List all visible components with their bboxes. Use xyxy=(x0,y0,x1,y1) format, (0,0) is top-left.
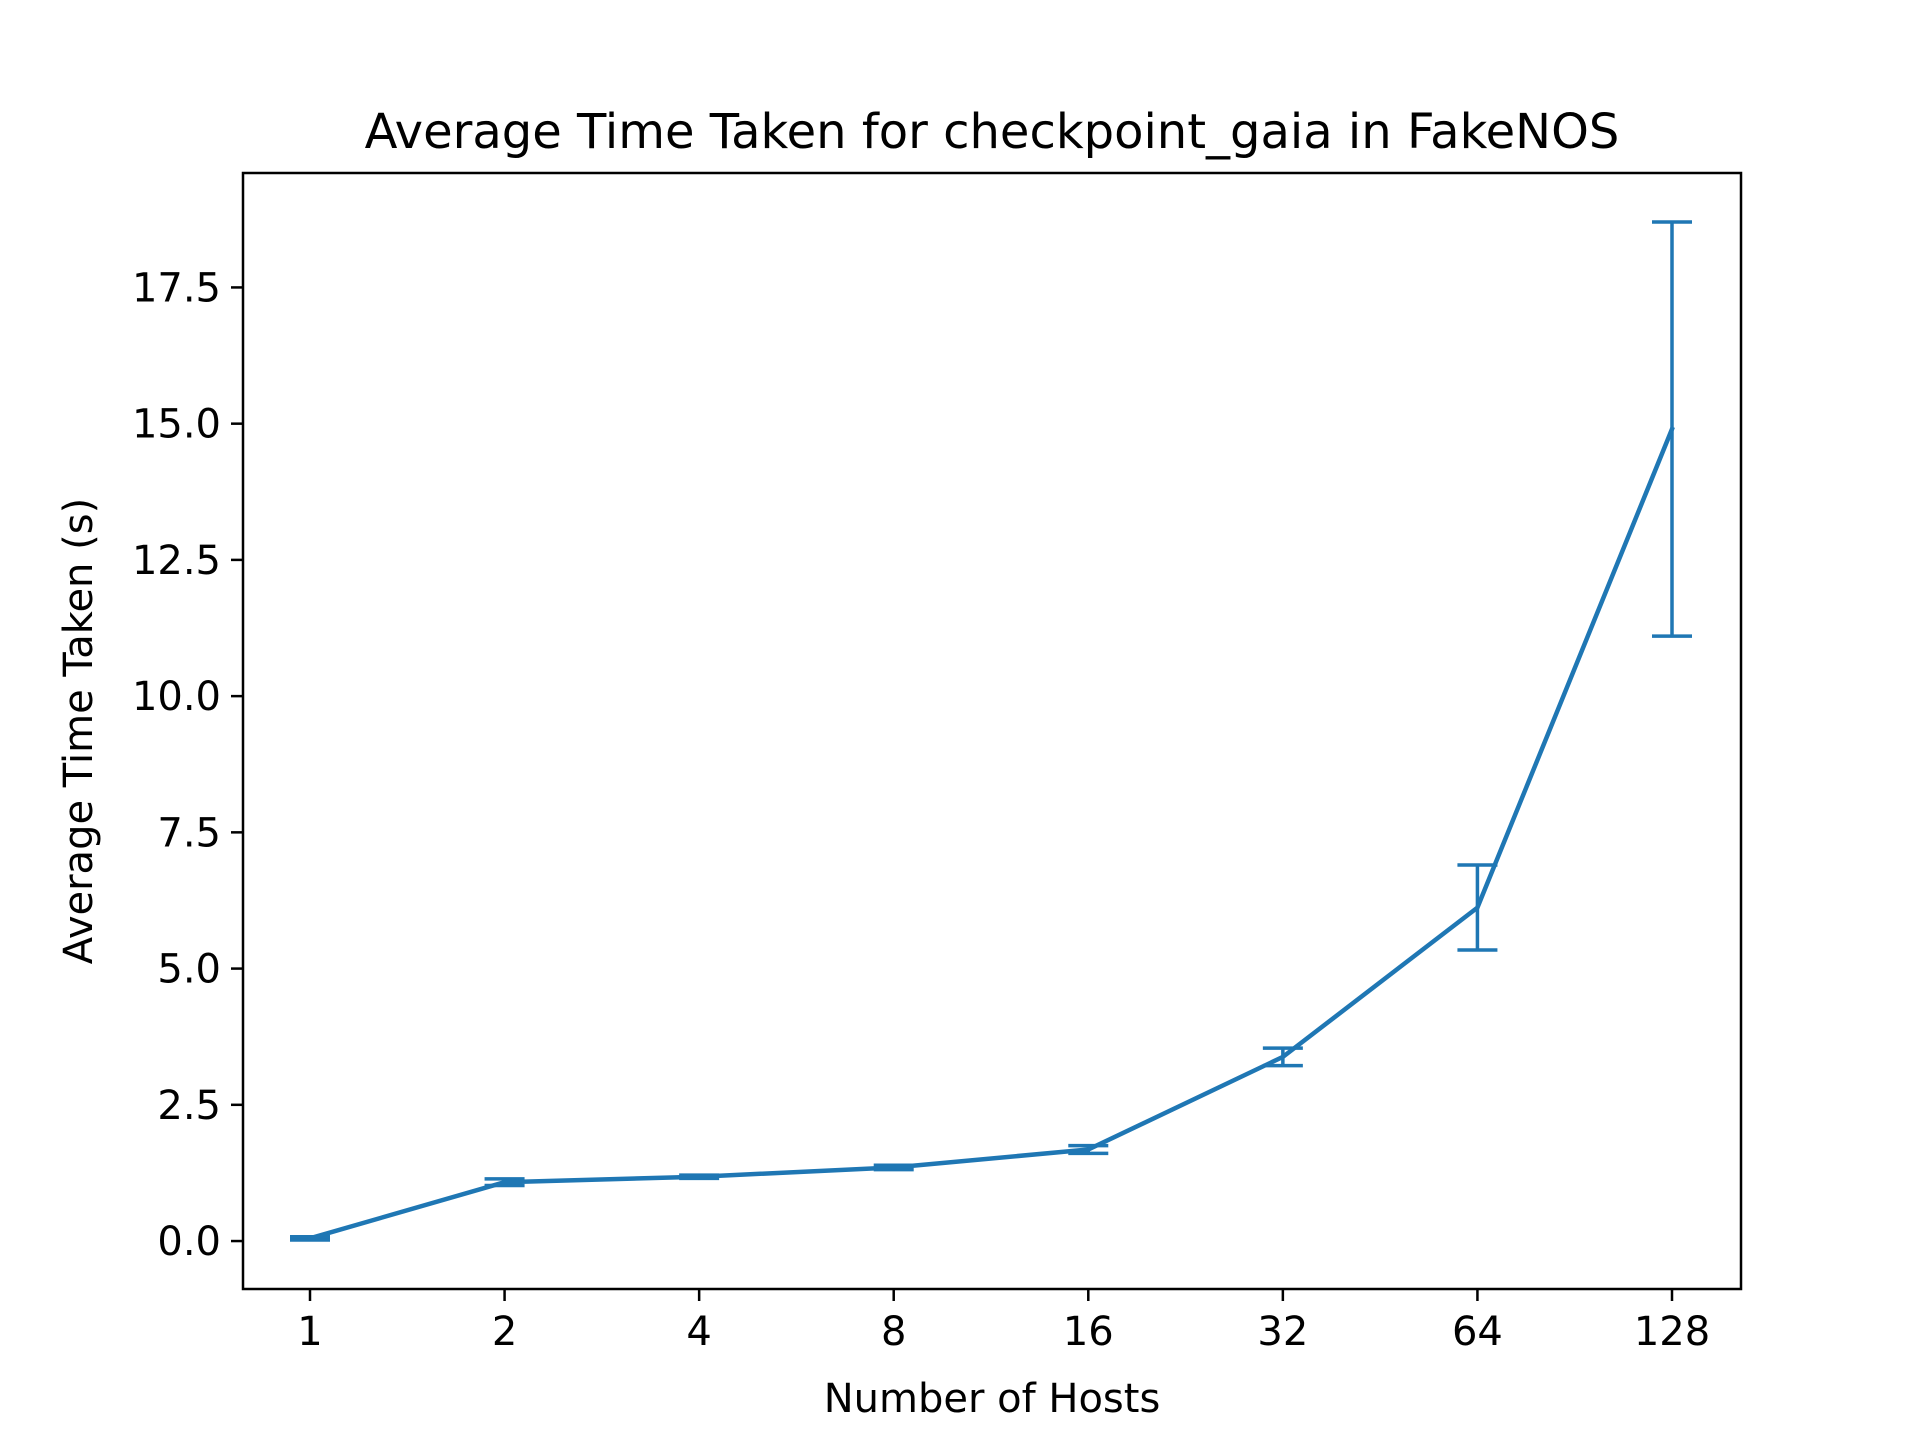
ticks-layer: 1 2 4 8 16 32 64 128 0.0 2.5 5.0 7.5 10.0 12.5 15.0 17.… xyxy=(132,265,1710,1355)
x-tick-label: 1 xyxy=(297,1309,322,1355)
x-tick-label: 16 xyxy=(1063,1309,1114,1355)
x-tick-label: 8 xyxy=(881,1309,906,1355)
plot-frame xyxy=(241,171,1743,1291)
x-tick-label: 128 xyxy=(1634,1309,1710,1355)
x-tick-label: 32 xyxy=(1257,1309,1308,1355)
x-axis-label: Number of Hosts xyxy=(824,1376,1161,1422)
marks-layer xyxy=(290,220,1692,1242)
x-tick-label: 64 xyxy=(1452,1309,1503,1355)
x-tick-label: 4 xyxy=(686,1309,711,1355)
y-tick-label: 12.5 xyxy=(132,538,221,584)
y-tick-label: 10.0 xyxy=(132,674,221,720)
y-axis-label: Average Time Taken (s) xyxy=(56,498,102,964)
y-tick-label: 5.0 xyxy=(157,947,221,993)
chart-title: Average Time Taken for checkpoint_gaia i… xyxy=(365,104,1620,160)
y-tick-label: 7.5 xyxy=(157,810,221,856)
series-line xyxy=(307,426,1675,1242)
y-tick-label: 0.0 xyxy=(157,1219,221,1265)
x-tick-label: 2 xyxy=(492,1309,517,1355)
y-tick-label: 15.0 xyxy=(132,402,221,448)
y-tick-label: 2.5 xyxy=(157,1083,221,1129)
y-tick-label: 17.5 xyxy=(132,265,221,311)
